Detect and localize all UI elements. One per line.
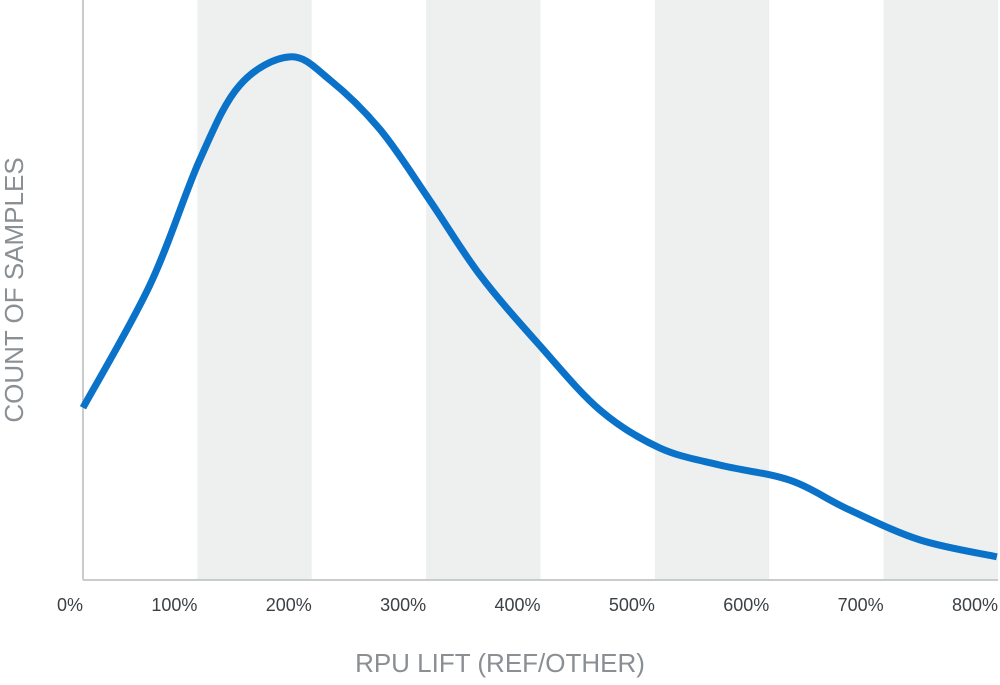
line bbox=[79, 53, 998, 561]
x-tick-label: 200% bbox=[266, 595, 312, 615]
x-tick-label: 0% bbox=[57, 595, 83, 615]
y-axis-title: COUNT OF SAMPLES bbox=[0, 157, 29, 422]
x-axis-title: RPU LIFT (REF/OTHER) bbox=[355, 648, 645, 678]
band bbox=[654, 0, 770, 580]
x-tick-label: 400% bbox=[494, 595, 540, 615]
band bbox=[197, 0, 312, 580]
x-tick-label: 700% bbox=[838, 595, 884, 615]
x-tick-label: 500% bbox=[609, 595, 655, 615]
x-tick-label: 600% bbox=[723, 595, 769, 615]
x-tick-label: 300% bbox=[380, 595, 426, 615]
band bbox=[426, 0, 541, 580]
x-tick-label: 800% bbox=[952, 595, 998, 615]
bands bbox=[197, 0, 998, 580]
band bbox=[883, 0, 998, 580]
x-tick-label: 100% bbox=[151, 595, 197, 615]
